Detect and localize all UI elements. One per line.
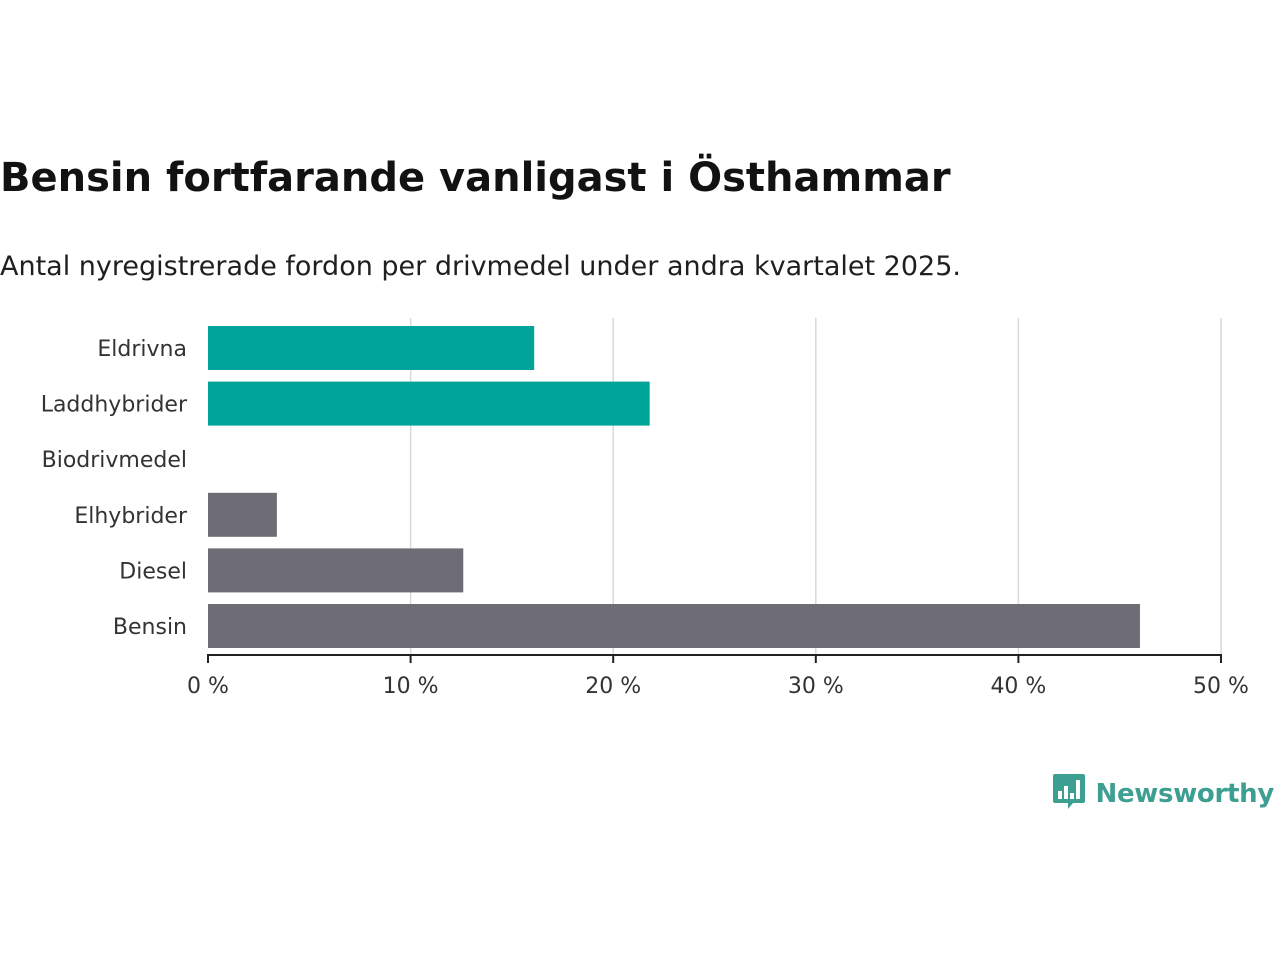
chart-subtitle: Antal nyregistrerade fordon per drivmede… bbox=[0, 251, 961, 282]
x-axis: 0 % 10 % 20 % 30 % 40 % 50 % bbox=[187, 654, 1249, 699]
gridlines bbox=[409, 318, 1222, 655]
chart-title: Bensin fortfarande vanligast i Östhammar bbox=[0, 155, 951, 201]
bar bbox=[208, 492, 277, 537]
category-label: Eldrivna bbox=[97, 337, 187, 362]
bar bbox=[208, 548, 464, 593]
x-tick-label: 50 % bbox=[1193, 674, 1249, 699]
category-label: Diesel bbox=[119, 559, 187, 584]
bar bbox=[208, 381, 650, 426]
x-tick-label: 40 % bbox=[990, 674, 1046, 699]
bars bbox=[208, 326, 1140, 648]
category-label: Bensin bbox=[113, 615, 187, 640]
x-tick-label: 20 % bbox=[585, 674, 641, 699]
x-tick-label: 0 % bbox=[187, 674, 229, 699]
category-label: Elhybrider bbox=[74, 504, 188, 529]
category-labels: Eldrivna Laddhybrider Biodrivmedel Elhybrid… bbox=[41, 337, 188, 640]
bar bbox=[208, 326, 535, 370]
brand-logo: Newsworthy bbox=[1052, 772, 1274, 816]
bar bbox=[208, 604, 1140, 648]
x-tick-label: 10 % bbox=[383, 674, 439, 699]
bar-chart: Eldrivna Laddhybrider Biodrivmedel Elhybrid… bbox=[41, 318, 1249, 699]
brand-name: Newsworthy bbox=[1095, 779, 1275, 809]
bar-chart-speech-bubble-icon bbox=[1052, 772, 1086, 816]
category-label: Biodrivmedel bbox=[42, 448, 187, 473]
x-tick-label: 30 % bbox=[788, 674, 844, 699]
category-label: Laddhybrider bbox=[41, 393, 188, 418]
